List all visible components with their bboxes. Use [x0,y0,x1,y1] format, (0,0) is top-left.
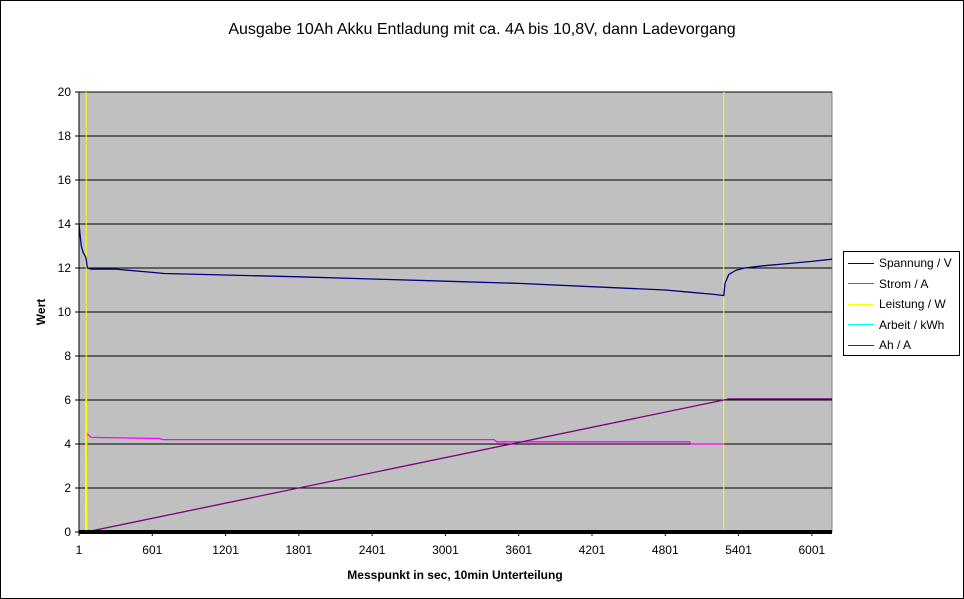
y-tick-label: 4 [64,437,71,451]
x-tick-label: 4201 [579,543,606,557]
x-tick-label: 6001 [798,543,825,557]
x-tick-label: 601 [142,543,162,557]
chart-title: Ausgabe 10Ah Akku Entladung mit ca. 4A b… [228,21,735,38]
y-tick-label: 0 [64,525,71,539]
y-axis-ticks: 0 2 4 6 8 10 12 14 16 18 20 [58,85,79,539]
y-axis-label: Wert [34,299,48,325]
x-tick-label: 5401 [725,543,752,557]
legend-swatch [848,303,874,305]
legend-item: Arbeit / kWh [848,315,944,335]
x-tick-label: 3001 [432,543,459,557]
legend-swatch [848,262,874,264]
legend-label: Spannung / V [879,256,952,270]
legend-item: Spannung / V [848,253,952,273]
y-tick-label: 8 [64,349,71,363]
y-tick-label: 14 [58,217,72,231]
legend-swatch [848,283,874,284]
y-tick-label: 20 [58,85,72,99]
y-tick-label: 12 [58,261,72,275]
y-tick-label: 16 [58,173,72,187]
legend-item: Leistung / W [848,294,946,314]
gridlines [79,91,832,489]
legend-label: Arbeit / kWh [879,317,945,332]
series-line-spannung [78,223,833,297]
x-tick-label: 4801 [652,543,679,557]
x-axis-label: Messpunkt in sec, 10min Unterteilung [347,568,562,582]
legend-swatch [848,324,874,325]
legend-item: Ah / A [848,335,911,355]
y-tick-label: 10 [58,305,72,319]
legend-label: Leistung / W [879,297,946,311]
x-tick-label: 1201 [212,543,239,557]
x-tick-label: 3601 [505,543,532,557]
legend-item: Strom / A [848,274,928,294]
legend-swatch [848,344,874,346]
x-tick-label: 1801 [286,543,313,557]
y-tick-label: 2 [64,481,71,495]
x-tick-label: 2401 [359,543,386,557]
legend: Spannung / V Strom / A Leistung / W Arbeit … [843,251,960,356]
y-tick-label: 6 [64,393,71,407]
legend-label: Strom / A [879,276,929,291]
y-tick-label: 18 [58,129,72,143]
x-tick-label: 1 [76,543,83,557]
x-axis-ticks: 1 601 1201 1801 2401 3001 3601 4201 4801 5401 6001 [76,532,826,557]
legend-label: Ah / A [879,338,912,352]
